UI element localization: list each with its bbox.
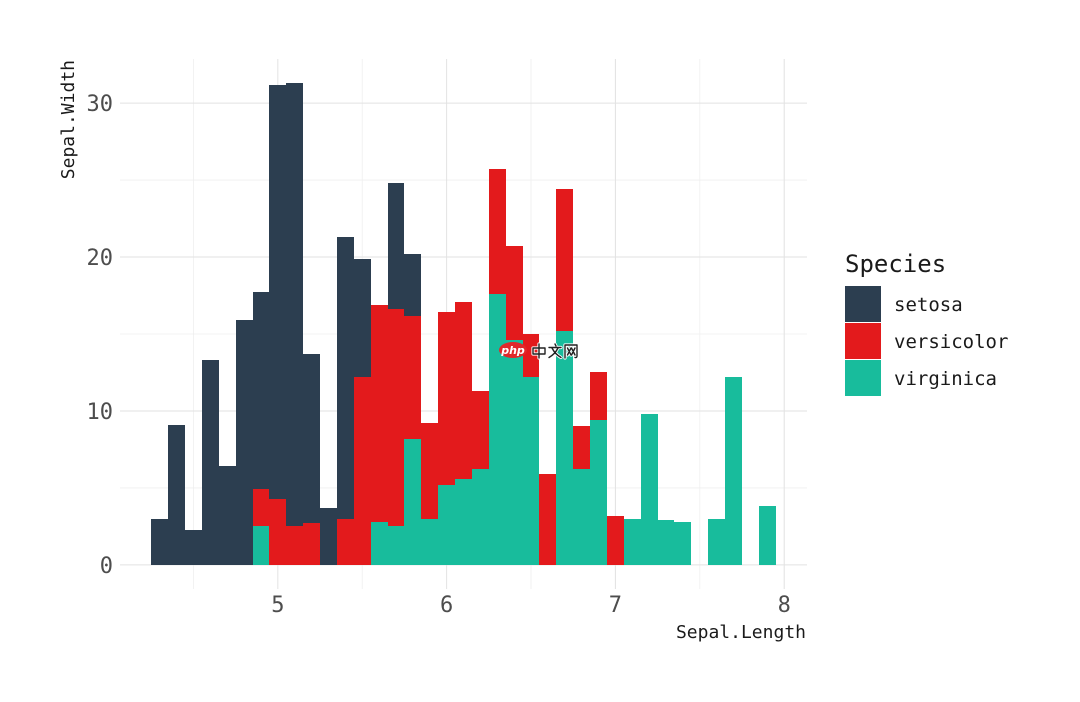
bar-setosa-4.8 (236, 320, 253, 565)
bar-versicolor-6.3 (489, 169, 506, 294)
bar-setosa-5.3 (320, 508, 337, 565)
watermark-cjk-glyphs (531, 342, 579, 360)
bar-versicolor-6.2 (472, 391, 489, 469)
bar-versicolor-4.9 (253, 489, 269, 526)
bar-virginica-5.8 (404, 439, 421, 565)
legend-title: Species (845, 250, 946, 278)
y-tick-label: 10 (87, 400, 114, 425)
bar-versicolor-6.6 (539, 474, 556, 565)
bar-setosa-4.5 (185, 530, 202, 565)
legend-label-versicolor: versicolor (894, 331, 1008, 353)
bar-virginica-6.7 (556, 331, 573, 565)
bar-virginica-6.9 (590, 420, 607, 565)
legend: Species setosa versicolor virginica (845, 250, 1008, 396)
x-axis-title: Sepal.Length (676, 622, 806, 643)
legend-items: setosa versicolor virginica (845, 286, 1008, 396)
y-axis-title: Sepal.Width (58, 60, 79, 179)
legend-key-versicolor (845, 323, 881, 359)
bar-virginica-6.3 (489, 294, 506, 565)
y-tick-label: 30 (87, 92, 114, 117)
bar-virginica-7.2 (641, 414, 658, 565)
legend-label-virginica: virginica (894, 368, 997, 390)
bar-virginica-6.2 (472, 469, 489, 565)
bar-virginica-7.3 (658, 520, 674, 565)
bar-setosa-4.7 (219, 466, 236, 565)
bar-setosa-5.2 (303, 354, 320, 523)
bar-virginica-7.9 (759, 506, 776, 565)
watermark-logo-pill (499, 342, 527, 358)
bar-virginica-5.6 (371, 522, 388, 565)
bar-virginica-4.9 (253, 526, 269, 565)
bar-versicolor-5.2 (303, 523, 320, 565)
y-tick-label: 20 (87, 246, 114, 271)
bar-versicolor-5.9 (421, 423, 438, 519)
bar-virginica-5.9 (421, 519, 438, 565)
bar-virginica-5.7 (388, 526, 404, 565)
bar-versicolor-6.8 (573, 426, 590, 469)
bar-setosa-5.7 (388, 183, 404, 309)
x-axis-ticks: 5 6 7 8 (271, 593, 791, 618)
bar-virginica-6 (438, 485, 455, 565)
bar-setosa-5.5 (354, 259, 371, 377)
legend-key-setosa (845, 286, 881, 322)
bar-setosa-5.1 (286, 83, 303, 526)
y-tick-label: 0 (100, 554, 113, 579)
bar-versicolor-5.6 (371, 305, 388, 522)
bar-virginica-7.6 (708, 519, 725, 565)
legend-key-virginica (845, 360, 881, 396)
bar-setosa-4.4 (168, 425, 185, 565)
bar-setosa-4.9 (253, 292, 269, 489)
bar-versicolor-6 (438, 312, 455, 485)
y-axis-ticks: 0 10 20 30 (87, 92, 114, 579)
bar-virginica-6.5 (523, 377, 539, 565)
bar-virginica-6.1 (455, 479, 472, 565)
x-tick-label: 7 (609, 593, 622, 618)
bar-setosa-5 (269, 85, 286, 499)
bar-setosa-4.6 (202, 360, 219, 565)
bar-virginica-6.8 (573, 469, 590, 565)
bar-versicolor-7 (607, 516, 624, 565)
bar-versicolor-5.1 (286, 526, 303, 565)
bar-versicolor-6.9 (590, 372, 607, 420)
bar-setosa-5.4 (337, 237, 354, 519)
bar-versicolor-5.7 (388, 309, 404, 526)
watermark: php (499, 342, 579, 360)
watermark-logo-text: php (500, 344, 525, 357)
bar-versicolor-6.1 (455, 302, 472, 479)
bar-versicolor-5 (269, 499, 286, 565)
bar-versicolor-5.5 (354, 377, 371, 565)
bar-versicolor-5.4 (337, 519, 354, 565)
watermark-glyphs-ink (532, 343, 578, 359)
bars (151, 83, 776, 565)
bar-virginica-7.7 (725, 377, 742, 565)
bar-versicolor-6.7 (556, 189, 573, 331)
x-tick-label: 5 (271, 593, 284, 618)
bar-versicolor-6.5 (523, 334, 539, 377)
bar-setosa-4.3 (151, 519, 168, 565)
bar-virginica-7.4 (674, 522, 691, 565)
x-tick-label: 8 (778, 593, 791, 618)
x-tick-label: 6 (440, 593, 453, 618)
legend-label-setosa: setosa (894, 294, 963, 316)
bar-virginica-7.1 (624, 519, 641, 565)
bar-versicolor-6.4 (506, 246, 523, 340)
bar-versicolor-5.8 (404, 316, 421, 439)
bar-setosa-5.8 (404, 254, 421, 316)
bar-virginica-6.4 (506, 340, 523, 565)
